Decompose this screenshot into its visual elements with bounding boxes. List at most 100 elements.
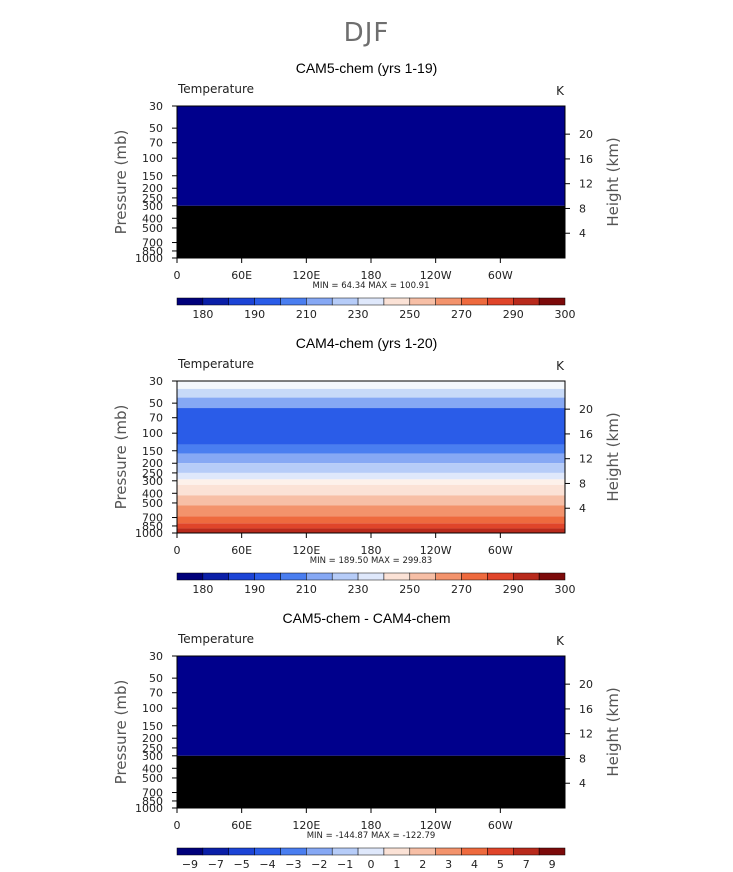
- colorbar-label: 300: [555, 583, 576, 596]
- xtick-label: 180: [361, 269, 382, 282]
- colorbar-label: −9: [182, 858, 198, 871]
- colorbar-box: [202, 297, 229, 306]
- chart-svg: CAM4-chem (yrs 1-20) Temperature K 30 50 70 10…: [112, 335, 622, 596]
- y-axis-label: Pressure (mb): [112, 680, 130, 785]
- colorbar-label: 190: [244, 583, 265, 596]
- min-max-stats: MIN = 189.50 MAX = 299.83: [310, 556, 432, 566]
- colorbar-label: −2: [311, 858, 327, 871]
- contour-band-11: [177, 505, 565, 517]
- contour-band-0: [177, 106, 565, 206]
- xtick-label: 0: [174, 269, 181, 282]
- colorbar-label: 5: [497, 858, 504, 871]
- colorbar-box: [409, 572, 436, 581]
- colorbar-box: [435, 847, 462, 856]
- colorbar-box: [280, 572, 307, 581]
- xtick-label: 60E: [231, 544, 252, 557]
- colorbar-box: [176, 847, 204, 856]
- y2tick-label: 20: [579, 128, 593, 141]
- colorbar-label: 190: [244, 308, 265, 321]
- contour-band-4: [177, 444, 565, 454]
- ytick-label: 100: [142, 702, 163, 715]
- units-label: K: [556, 634, 565, 648]
- contour-band-8: [177, 479, 565, 485]
- colorbar-label: 1: [393, 858, 400, 871]
- chart-svg: CAM5-chem (yrs 1-19) Temperature K 30 50 70 10…: [112, 60, 622, 321]
- colorbar-box: [513, 297, 540, 306]
- y2-axis-label: Height (km): [604, 412, 622, 501]
- colorbar-label: 270: [451, 583, 472, 596]
- panel-cam4-chem: CAM4-chem (yrs 1-20) Temperature K 30 50 70 10…: [0, 333, 733, 596]
- ytick-label: 500: [142, 222, 163, 235]
- y2-axis-label: Height (km): [604, 687, 622, 776]
- ytick-label: 30: [149, 375, 163, 388]
- contour-band-3: [177, 408, 565, 445]
- ytick-label: 150: [142, 445, 163, 458]
- xtick-label: 180: [361, 819, 382, 832]
- y2tick-label: 20: [579, 403, 593, 416]
- xtick-label: 0: [174, 544, 181, 557]
- colorbar-box: [409, 297, 436, 306]
- y2tick-label: 16: [579, 703, 593, 716]
- colorbar-box: [331, 572, 359, 581]
- y2-axis-label: Height (km): [604, 137, 622, 226]
- colorbar-box: [538, 297, 566, 306]
- colorbar-box: [228, 847, 255, 856]
- ytick-label: 1000: [135, 252, 163, 265]
- y2tick-label: 8: [579, 752, 586, 765]
- ytick-label: 250: [142, 742, 163, 755]
- colorbar-label: 0: [368, 858, 375, 871]
- ytick-label: 250: [142, 467, 163, 480]
- colorbar-label: 210: [296, 308, 317, 321]
- colorbar-box: [487, 297, 514, 306]
- colorbar-label: 230: [348, 308, 369, 321]
- colorbar-label: 270: [451, 308, 472, 321]
- chart-title: CAM5-chem (yrs 1-19): [296, 60, 438, 76]
- ytick-label: 400: [142, 762, 163, 775]
- contour-band-6: [177, 463, 565, 473]
- ytick-label: 300: [142, 475, 163, 488]
- contour-band-0: [177, 381, 565, 389]
- colorbar-box: [461, 572, 488, 581]
- variable-label: Temperature: [177, 82, 254, 96]
- y2tick-label: 12: [579, 453, 593, 466]
- xtick-label: 120W: [420, 819, 452, 832]
- ytick-label: 30: [149, 100, 163, 113]
- xtick-label: 120E: [292, 269, 320, 282]
- contour-band-7: [177, 472, 565, 480]
- ytick-label: 850: [142, 520, 163, 533]
- y-axis-label: Pressure (mb): [112, 130, 130, 235]
- xtick-label: 60W: [488, 819, 513, 832]
- variable-label: Temperature: [177, 632, 254, 646]
- contour-band-10: [177, 495, 565, 506]
- contour-band-14: [177, 528, 565, 533]
- colorbar-box: [461, 847, 488, 856]
- colorbar-box: [513, 847, 540, 856]
- colorbar-box: [176, 572, 204, 581]
- colorbar-label: −7: [208, 858, 224, 871]
- ytick-label: 200: [142, 182, 163, 195]
- ytick-label: 700: [142, 237, 163, 250]
- xtick-label: 120E: [292, 819, 320, 832]
- contour-band-1: [177, 388, 565, 398]
- colorbar-box: [176, 297, 204, 306]
- ytick-label: 400: [142, 487, 163, 500]
- ytick-label: 50: [149, 122, 163, 135]
- colorbar-label: 3: [445, 858, 452, 871]
- colorbar-box: [202, 572, 229, 581]
- y2tick-label: 12: [579, 728, 593, 741]
- colorbar-box: [331, 297, 359, 306]
- ytick-label: 70: [149, 687, 163, 700]
- colorbar-label: −3: [285, 858, 301, 871]
- colorbar-box: [228, 297, 255, 306]
- y2tick-label: 12: [579, 178, 593, 191]
- colorbar-box: [357, 297, 385, 306]
- colorbar-box: [202, 847, 229, 856]
- y2tick-label: 16: [579, 428, 593, 441]
- colorbar-label: 250: [399, 308, 420, 321]
- contour-band-0: [177, 656, 565, 756]
- min-max-stats: MIN = -144.87 MAX = -122.79: [307, 831, 436, 841]
- variable-label: Temperature: [177, 357, 254, 371]
- xtick-label: 120E: [292, 544, 320, 557]
- colorbar-box: [254, 847, 281, 856]
